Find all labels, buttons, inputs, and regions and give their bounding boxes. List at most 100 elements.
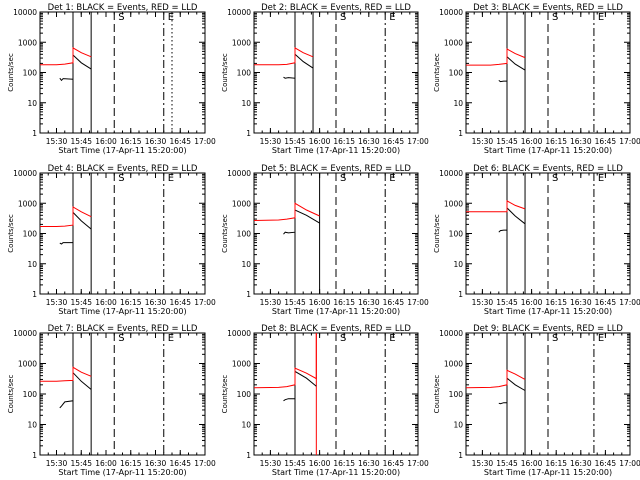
x-tick-label: 16:00 xyxy=(95,298,117,307)
panel-det-5: 1 10 100 1000 10000 15:30 15:45 16:00 16:15 16:30… xyxy=(221,164,429,316)
y-tick-label: 10 xyxy=(27,99,37,108)
y-axis-label: Counts/sec xyxy=(433,375,441,414)
x-tick-label: 16:45 xyxy=(383,137,405,146)
x-tick-label: 16:15 xyxy=(120,137,142,146)
x-tick-label: 15:45 xyxy=(496,137,518,146)
x-tick-label: 15:30 xyxy=(260,137,282,146)
panel-det-8: 1 10 100 1000 10000 15:30 15:45 16:00 16:15 16:30… xyxy=(221,324,429,477)
series-events-line xyxy=(59,371,92,409)
y-tick-label: 1000 xyxy=(232,38,251,47)
y-tick-label: 1 xyxy=(246,129,251,138)
x-tick-label: 15:45 xyxy=(284,137,306,146)
end-marker-label: E xyxy=(389,173,395,184)
x-tick-label: 15:30 xyxy=(260,459,282,468)
series-events-line xyxy=(498,377,526,405)
series-lld-line xyxy=(466,48,526,66)
x-tick-label: 17:00 xyxy=(194,459,216,468)
end-marker-label: E xyxy=(389,12,395,23)
y-tick-label: 100 xyxy=(237,390,252,399)
y-tick-label: 100 xyxy=(449,230,464,239)
series-events-line xyxy=(498,55,526,83)
y-tick-label: 100 xyxy=(449,390,464,399)
y-tick-label: 1 xyxy=(32,451,37,460)
end-marker-label: E xyxy=(598,173,604,184)
y-tick-label: 1 xyxy=(458,451,463,460)
series-lld-line xyxy=(254,47,314,66)
end-marker-label: E xyxy=(168,173,174,184)
start-marker-label: S xyxy=(340,173,346,184)
x-axis-label: Start Time (17-Apr-11 15:20:00) xyxy=(58,146,186,155)
panel-title: Det 6: BLACK = Events, RED = LLD xyxy=(473,164,623,174)
y-axis-label: Counts/sec xyxy=(221,375,229,414)
x-tick-label: 15:45 xyxy=(496,298,518,307)
x-tick-label: 16:15 xyxy=(545,298,567,307)
end-marker-label: E xyxy=(598,12,604,23)
x-tick-label: 15:45 xyxy=(70,137,92,146)
x-tick-label: 16:45 xyxy=(595,459,617,468)
y-tick-label: 1000 xyxy=(232,360,251,369)
series-events-line xyxy=(283,209,320,235)
y-axis-label: Counts/sec xyxy=(7,375,15,414)
y-tick-label: 10 xyxy=(241,260,251,269)
x-tick-label: 17:00 xyxy=(619,459,640,468)
x-tick-label: 17:00 xyxy=(619,137,640,146)
plot-frame xyxy=(39,332,206,456)
y-tick-label: 1000 xyxy=(444,199,463,208)
x-tick-label: 16:00 xyxy=(309,459,331,468)
x-axis-label: Start Time (17-Apr-11 15:20:00) xyxy=(58,307,186,316)
x-tick-label: 17:00 xyxy=(407,459,429,468)
x-tick-label: 16:45 xyxy=(169,137,191,146)
y-tick-label: 1 xyxy=(246,290,251,299)
x-tick-label: 16:30 xyxy=(358,459,380,468)
x-tick-label: 16:45 xyxy=(595,137,617,146)
x-tick-label: 16:30 xyxy=(570,298,592,307)
panel-title: Det 7: BLACK = Events, RED = LLD xyxy=(48,324,198,334)
y-axis-label: Counts/sec xyxy=(433,214,441,253)
x-tick-label: 16:00 xyxy=(309,298,331,307)
start-marker-label: S xyxy=(118,12,124,23)
y-axis-label: Counts/sec xyxy=(221,53,229,92)
y-tick-label: 1000 xyxy=(18,38,37,47)
y-axis-label: Counts/sec xyxy=(433,53,441,92)
x-tick-label: 16:30 xyxy=(358,137,380,146)
series-lld-line xyxy=(253,202,320,221)
panel-det-7: 1 10 100 1000 10000 15:30 15:45 16:00 16:15 16:30… xyxy=(7,324,216,477)
panel-det-4: 1 10 100 1000 10000 15:30 15:45 16:00 16:15 16:30… xyxy=(7,164,216,316)
panel-title: Det 3: BLACK = Events, RED = LLD xyxy=(473,3,623,13)
x-tick-label: 16:45 xyxy=(169,298,191,307)
y-tick-label: 10000 xyxy=(439,169,463,178)
series-events-line xyxy=(59,211,92,245)
panel-title: Det 2: BLACK = Events, RED = LLD xyxy=(261,3,411,13)
y-tick-label: 10000 xyxy=(227,169,251,178)
series-events-line xyxy=(498,206,526,233)
y-tick-label: 10000 xyxy=(439,8,463,17)
x-tick-label: 16:15 xyxy=(333,459,355,468)
start-marker-label: S xyxy=(552,12,558,23)
x-tick-label: 15:30 xyxy=(472,137,494,146)
y-tick-label: 100 xyxy=(449,69,464,78)
start-marker-label: S xyxy=(118,173,124,184)
x-tick-label: 15:30 xyxy=(46,298,68,307)
x-tick-label: 16:00 xyxy=(95,137,117,146)
x-tick-label: 17:00 xyxy=(407,137,429,146)
x-tick-label: 16:15 xyxy=(545,459,567,468)
y-tick-label: 100 xyxy=(23,390,38,399)
start-marker-label: S xyxy=(340,12,346,23)
x-tick-label: 16:00 xyxy=(521,137,543,146)
x-tick-label: 15:30 xyxy=(472,298,494,307)
y-tick-label: 10000 xyxy=(13,169,37,178)
panel-title: Det 4: BLACK = Events, RED = LLD xyxy=(48,164,198,174)
x-tick-label: 16:45 xyxy=(383,459,405,468)
x-tick-label: 16:15 xyxy=(333,137,355,146)
x-tick-label: 16:15 xyxy=(120,459,142,468)
series-events-line xyxy=(283,53,314,79)
y-tick-label: 10 xyxy=(27,421,37,430)
x-tick-label: 16:30 xyxy=(145,137,167,146)
plot-frame xyxy=(39,11,206,134)
x-tick-label: 16:45 xyxy=(169,459,191,468)
x-tick-label: 16:00 xyxy=(309,137,331,146)
end-marker-label: E xyxy=(598,333,604,344)
x-tick-label: 15:45 xyxy=(70,298,92,307)
series-lld-line xyxy=(465,369,526,389)
